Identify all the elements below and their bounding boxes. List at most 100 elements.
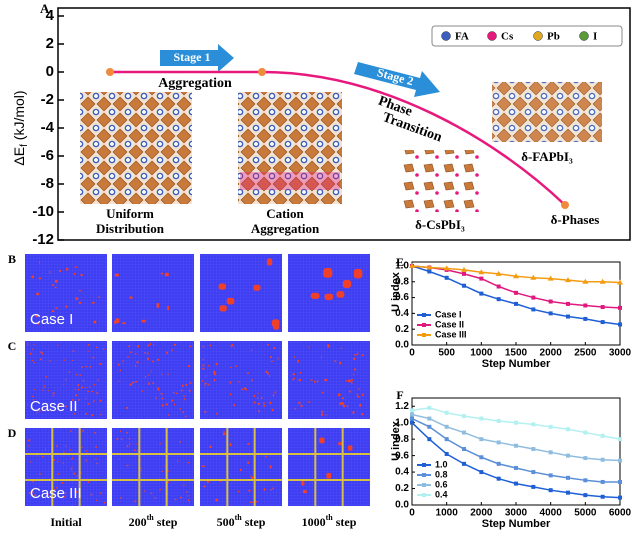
annotation: Stage 1 xyxy=(174,50,211,64)
series-marker xyxy=(427,437,432,442)
annotation: δ-CsPbI₃ xyxy=(415,217,465,232)
red-domain xyxy=(152,382,155,385)
red-domain xyxy=(213,370,216,373)
snapshot xyxy=(288,428,370,506)
red-domain xyxy=(362,393,364,397)
series-marker xyxy=(496,476,501,481)
red-domain xyxy=(266,258,273,266)
red-domain xyxy=(181,384,184,387)
red-domain xyxy=(247,461,249,464)
legend-label: 0.4 xyxy=(435,489,448,499)
red-domain xyxy=(339,402,343,406)
category-label: Cation Aggregation xyxy=(250,206,320,236)
red-domain xyxy=(54,286,57,289)
red-domain xyxy=(93,383,96,386)
red-domain xyxy=(180,389,183,392)
red-domain xyxy=(34,494,36,496)
red-domain xyxy=(322,411,324,413)
red-domain xyxy=(77,384,80,387)
red-domain xyxy=(136,443,138,445)
red-domain xyxy=(247,442,250,445)
red-domain xyxy=(250,349,253,351)
series-marker xyxy=(444,424,449,429)
red-domain xyxy=(270,360,274,362)
y-tick-label: 0.8 xyxy=(395,276,409,287)
red-domain xyxy=(341,402,345,405)
y-tick-label: -6 xyxy=(41,147,54,164)
red-domain xyxy=(118,380,120,382)
series-marker xyxy=(600,305,605,310)
red-domain xyxy=(63,451,65,453)
x-tick-label: 4000 xyxy=(540,508,563,519)
red-domain xyxy=(354,354,358,356)
red-domain xyxy=(33,343,35,345)
red-domain xyxy=(52,395,55,397)
series-marker xyxy=(583,430,588,435)
red-domain xyxy=(352,373,355,375)
red-domain xyxy=(88,350,90,352)
series-marker xyxy=(462,430,466,435)
series-line xyxy=(411,265,621,309)
series-marker xyxy=(496,284,501,289)
column-label-part: step xyxy=(154,515,178,529)
series-marker xyxy=(531,307,536,312)
red-domain xyxy=(229,381,232,384)
red-domain xyxy=(213,372,216,374)
red-domain xyxy=(165,403,168,406)
x-tick-label: 6000 xyxy=(609,508,632,519)
red-domain xyxy=(273,347,276,350)
annotation: Stage 2 xyxy=(376,65,415,88)
red-domain xyxy=(240,388,244,391)
red-domain xyxy=(160,272,163,275)
column-label-part: th xyxy=(326,513,334,522)
red-domain xyxy=(171,399,174,402)
red-domain xyxy=(79,374,82,376)
series-marker xyxy=(618,458,622,463)
red-domain xyxy=(338,393,340,397)
red-domain xyxy=(179,408,181,410)
y-axis-label: U index xyxy=(390,271,402,312)
red-domain xyxy=(42,456,44,458)
series-marker xyxy=(444,275,449,280)
x-tick-label: 2000 xyxy=(540,348,563,359)
legend-marker xyxy=(579,31,589,41)
series-marker xyxy=(479,437,484,442)
x-tick-label: 0 xyxy=(409,508,415,519)
category-label: δ-Phases xyxy=(550,212,600,227)
red-domain xyxy=(353,357,356,361)
red-domain xyxy=(182,411,185,414)
red-domain xyxy=(202,380,204,382)
red-domain xyxy=(270,356,272,359)
y-axis-label-part: ΔE xyxy=(11,147,27,166)
red-domain xyxy=(152,360,154,363)
y-tick-label: 0.4 xyxy=(395,467,409,478)
red-domain xyxy=(32,362,35,364)
legend-label: Case II xyxy=(435,319,464,329)
y-axis-label-part: f xyxy=(19,144,30,147)
red-domain xyxy=(137,345,140,348)
red-domain xyxy=(80,274,84,276)
red-domain xyxy=(64,405,67,408)
red-domain xyxy=(204,410,207,413)
series-marker xyxy=(547,275,554,281)
red-domain xyxy=(238,490,240,493)
series-marker xyxy=(565,277,571,283)
red-domain xyxy=(49,360,51,362)
series-marker xyxy=(462,283,466,288)
red-domain xyxy=(219,305,227,312)
series-marker xyxy=(531,484,536,489)
panel-letter: A xyxy=(40,1,50,16)
red-domain xyxy=(339,361,342,365)
red-domain xyxy=(323,268,333,278)
red-domain xyxy=(129,344,131,347)
red-domain xyxy=(127,345,131,347)
red-domain xyxy=(184,415,187,417)
legend-label: 0.6 xyxy=(435,479,448,489)
atom-legend-box xyxy=(431,25,623,47)
red-domain xyxy=(230,366,232,369)
case-label: Case III xyxy=(30,485,82,502)
series-marker xyxy=(427,416,432,421)
red-domain xyxy=(356,393,359,396)
red-domain xyxy=(148,382,150,385)
red-domain xyxy=(161,404,164,407)
